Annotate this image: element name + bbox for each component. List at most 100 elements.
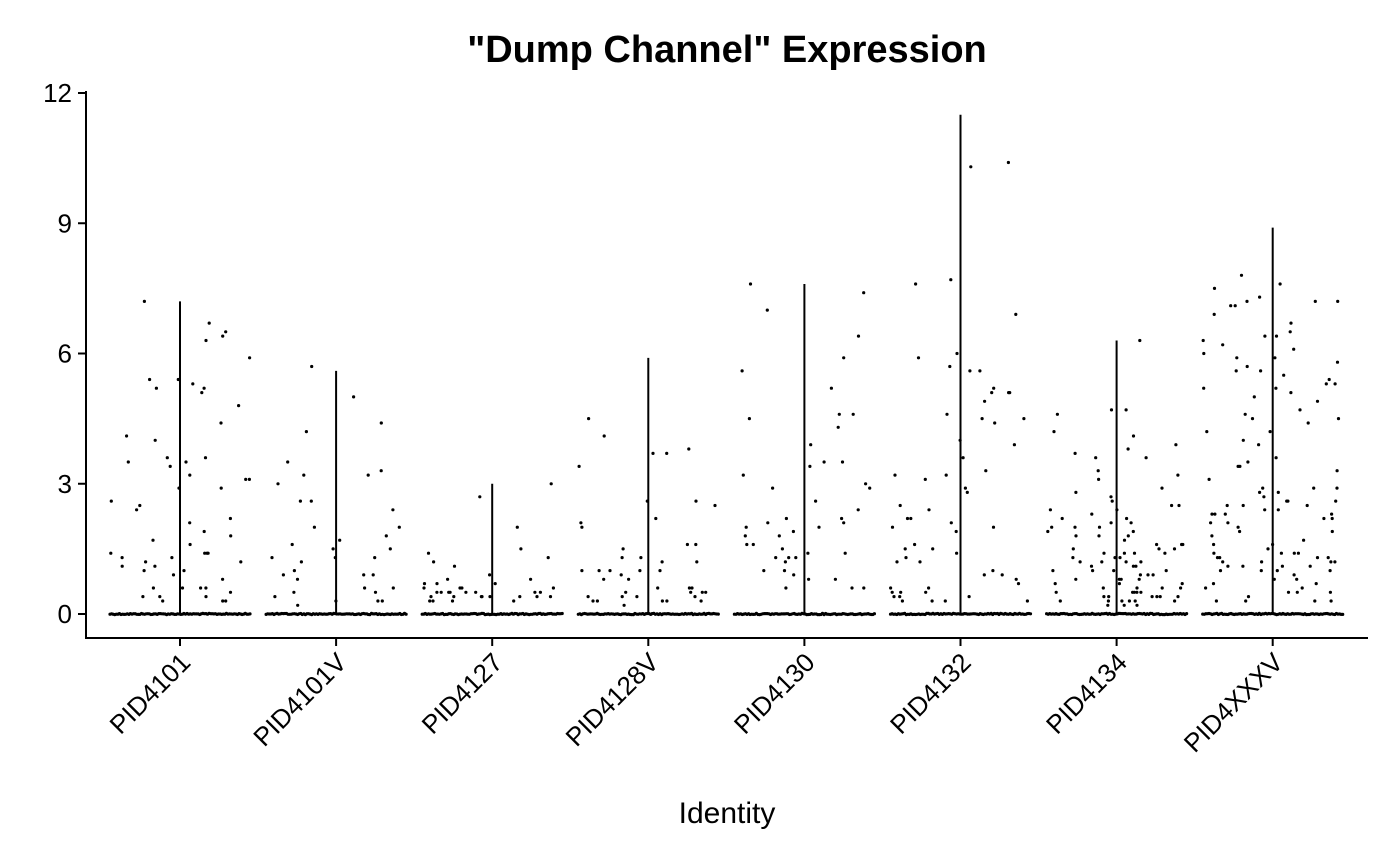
data-point — [309, 499, 313, 503]
data-point — [893, 473, 897, 477]
data-point — [1212, 551, 1216, 555]
data-point — [153, 438, 157, 442]
zero-point — [1028, 612, 1033, 616]
data-point — [1326, 556, 1330, 560]
data-point — [1212, 542, 1216, 547]
data-point — [1266, 547, 1270, 551]
data-point — [109, 499, 113, 503]
data-point — [620, 556, 624, 560]
data-point — [927, 508, 931, 512]
data-point — [151, 538, 155, 542]
data-point — [809, 443, 813, 447]
data-point — [608, 569, 612, 573]
data-point — [1205, 430, 1209, 434]
data-point — [909, 516, 913, 521]
data-point — [580, 569, 584, 573]
data-point — [200, 391, 204, 395]
data-point — [856, 334, 861, 338]
data-point — [1212, 286, 1217, 290]
x-tick-label: PID4130 — [728, 647, 821, 740]
data-point — [602, 434, 606, 438]
zero-point — [1185, 612, 1189, 616]
data-point — [1210, 512, 1214, 516]
data-point — [1246, 595, 1251, 599]
data-point — [1131, 590, 1135, 594]
data-point — [916, 356, 921, 360]
data-point — [1282, 373, 1286, 377]
data-point — [898, 595, 902, 599]
data-point — [949, 278, 953, 282]
data-point — [904, 556, 908, 560]
data-point — [955, 551, 959, 555]
data-point — [624, 590, 628, 594]
data-point — [1241, 564, 1245, 568]
data-point — [1243, 412, 1247, 416]
data-point — [1126, 534, 1130, 538]
data-point — [202, 386, 206, 390]
data-point — [302, 473, 306, 477]
data-point — [184, 460, 188, 464]
data-point — [126, 460, 130, 464]
data-point — [930, 599, 934, 603]
data-point — [1245, 364, 1249, 369]
data-point — [1174, 443, 1178, 447]
data-point — [281, 573, 285, 577]
data-point — [619, 573, 623, 577]
data-point — [1202, 351, 1206, 356]
points-layer — [108, 160, 1345, 617]
data-point — [1106, 603, 1110, 607]
data-point — [391, 508, 395, 512]
data-point — [1276, 508, 1280, 512]
data-point — [774, 556, 778, 560]
data-point — [182, 569, 186, 573]
data-point — [965, 490, 969, 494]
data-point — [961, 456, 965, 460]
data-point — [944, 473, 948, 477]
data-point — [654, 516, 658, 521]
data-point — [1312, 486, 1316, 490]
data-point — [1258, 490, 1262, 494]
data-point — [892, 595, 896, 599]
data-point — [704, 590, 708, 594]
x-tick-label: PID4101V — [247, 647, 352, 752]
data-point — [1225, 503, 1229, 508]
data-point — [784, 516, 789, 521]
data-point — [991, 525, 996, 529]
data-point — [627, 577, 631, 581]
data-point — [1046, 529, 1050, 534]
data-point — [1322, 516, 1326, 521]
data-point — [1006, 160, 1011, 165]
data-point — [229, 534, 233, 538]
data-point — [1209, 521, 1213, 525]
data-point — [362, 573, 366, 577]
data-point — [1213, 512, 1217, 516]
data-point — [771, 486, 775, 490]
data-point — [766, 521, 770, 525]
data-point — [188, 542, 192, 547]
data-point — [1250, 417, 1255, 421]
data-point — [493, 582, 497, 586]
data-point — [1071, 547, 1075, 551]
data-point — [148, 377, 152, 382]
data-point — [694, 542, 698, 547]
data-point — [109, 551, 113, 555]
data-point — [248, 356, 252, 360]
data-point — [1336, 299, 1340, 303]
data-point — [142, 299, 146, 303]
data-point — [1335, 360, 1340, 364]
data-point — [296, 603, 300, 607]
data-point — [1245, 299, 1249, 303]
data-point — [586, 595, 590, 599]
data-point — [948, 364, 952, 369]
data-point — [978, 369, 982, 373]
data-point — [579, 521, 583, 525]
data-point — [1134, 564, 1138, 568]
data-point — [204, 338, 208, 343]
data-point — [898, 503, 902, 508]
data-point — [1132, 551, 1137, 555]
data-point — [1172, 547, 1177, 551]
data-point — [452, 564, 457, 568]
data-point — [748, 282, 753, 286]
data-point — [1090, 512, 1094, 516]
data-point — [1335, 469, 1339, 473]
